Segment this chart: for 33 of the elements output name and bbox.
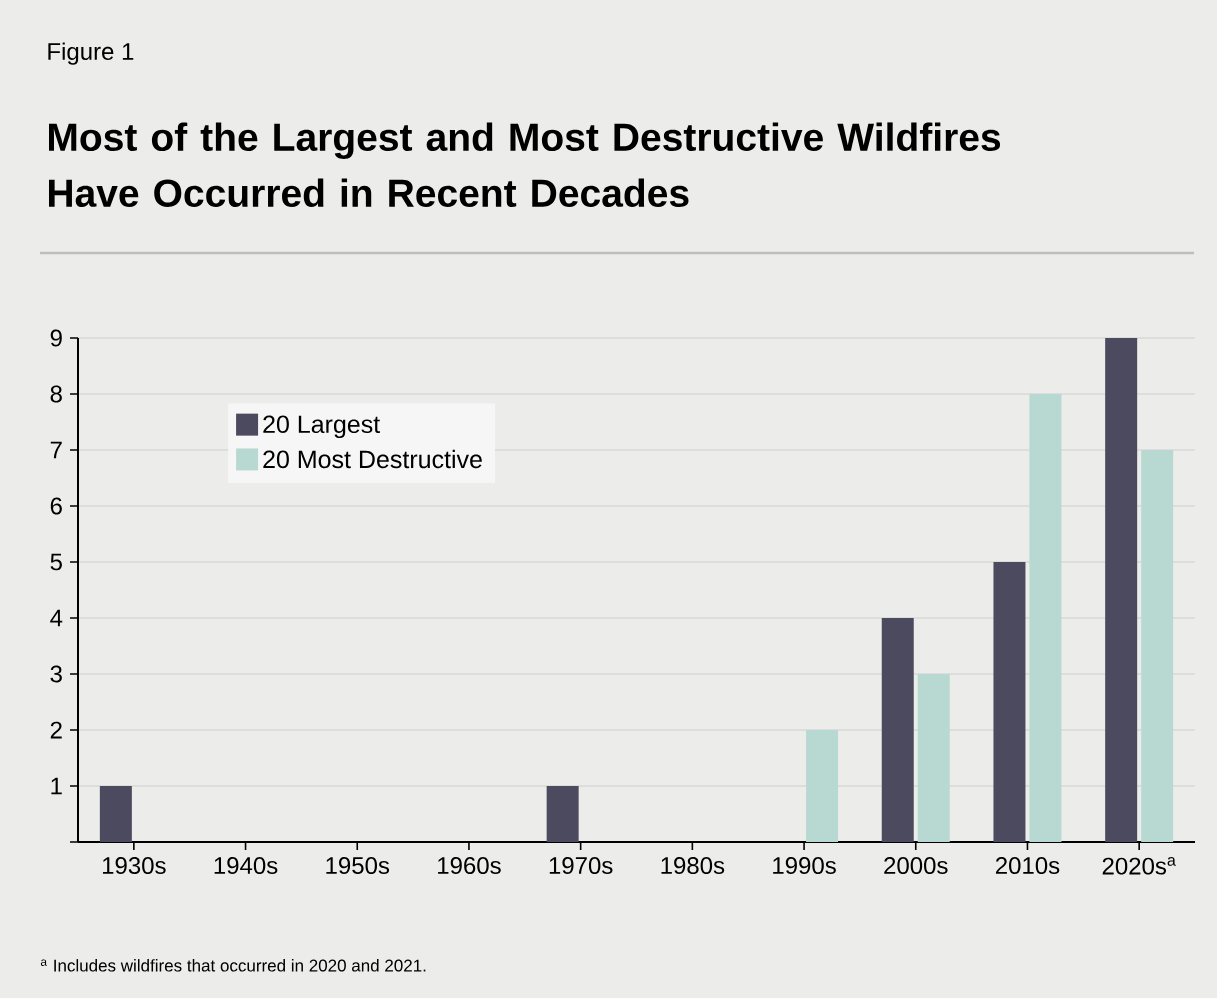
y-tick-label: 9 <box>50 329 62 347</box>
legend-label: 20 Largest <box>263 415 381 439</box>
y-tick-label: 7 <box>50 441 62 459</box>
x-tick-label: 1950s <box>326 857 390 875</box>
y-tick-label: 8 <box>50 385 62 403</box>
x-tick-label: 2020s$^{a}$ <box>1102 857 1176 875</box>
chart-title: Most of the Largest and Most Destructive Wildfires Have Occurred in Recent Decades <box>49 122 1001 208</box>
legend-label: 20 Most Destructive <box>263 449 482 469</box>
bar <box>1029 394 1062 842</box>
bar <box>806 730 839 842</box>
x-tick-label: 2000s <box>884 857 948 875</box>
y-tick-label: 6 <box>50 497 62 515</box>
x-tick-label: 2010s <box>995 857 1060 875</box>
y-tick-label: 3 <box>50 665 62 683</box>
x-tick-label: 1970s <box>549 857 613 875</box>
caption: Figure 1 <box>48 42 134 65</box>
y-tick-label: 1 <box>51 777 62 795</box>
text: $^{a}$ Includes wildfires that occurred in 2020 and 2021. <box>40 959 426 972</box>
bar <box>1141 450 1174 842</box>
bar <box>99 786 132 842</box>
y-tick-label: 2 <box>50 721 62 739</box>
bar <box>1105 338 1138 842</box>
x-tick-label: 1940s <box>214 857 278 875</box>
bar <box>881 618 914 842</box>
y-tick-label: 5 <box>50 553 62 571</box>
x-tick-label: 1990s <box>773 857 836 875</box>
bar <box>993 562 1026 842</box>
x-tick-label: 1930s <box>102 857 166 875</box>
bar <box>546 786 579 842</box>
bar <box>917 674 950 842</box>
x-tick-label: 1960s <box>438 857 501 875</box>
x-tick-label: 1980s <box>661 857 725 875</box>
y-tick-label: 4 <box>50 609 63 627</box>
